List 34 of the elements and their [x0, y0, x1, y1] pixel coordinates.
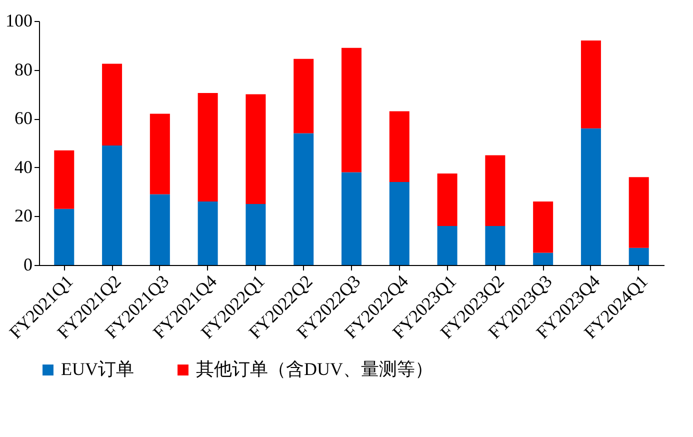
bar — [246, 94, 266, 204]
bar — [102, 64, 122, 146]
bar — [198, 202, 218, 265]
bar — [628, 177, 649, 248]
bar — [485, 155, 506, 226]
y-tick-label: 100 — [6, 10, 32, 30]
bar — [580, 40, 601, 128]
bar — [54, 150, 74, 209]
bar — [54, 208, 74, 265]
y-tick-label: 40 — [14, 156, 32, 177]
bar — [198, 92, 218, 202]
bar — [437, 174, 458, 226]
legend-label: EUV订单 — [61, 359, 134, 379]
legend-label: 其他订单（含DUV、量测等） — [196, 359, 433, 379]
y-tick-label: 0 — [24, 254, 32, 274]
bar — [389, 111, 410, 182]
bar — [294, 133, 314, 265]
y-tick-label: 80 — [14, 59, 32, 80]
bar — [102, 145, 122, 265]
bar — [150, 194, 170, 265]
bar — [342, 172, 362, 265]
bar — [294, 58, 314, 134]
bar — [389, 182, 410, 265]
bar — [580, 128, 601, 265]
bar — [150, 114, 170, 194]
bar — [628, 248, 649, 265]
bar — [437, 226, 458, 265]
bar — [533, 252, 554, 265]
bar — [246, 204, 266, 265]
bar — [342, 48, 362, 172]
bar — [485, 226, 506, 265]
bar — [533, 202, 554, 253]
y-tick-label: 20 — [14, 206, 32, 226]
y-tick-label: 60 — [14, 108, 32, 128]
